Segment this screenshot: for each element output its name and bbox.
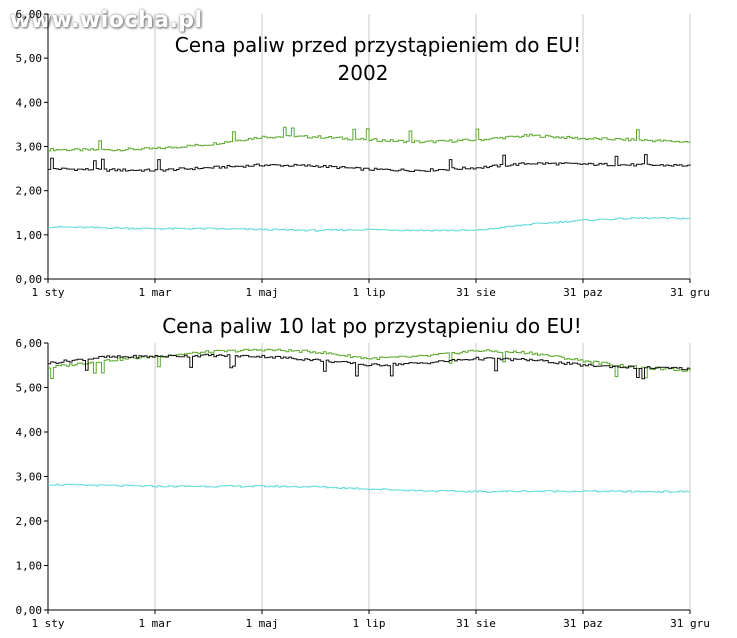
x-tick-label: 1 lip xyxy=(352,286,385,299)
series-line-green xyxy=(48,126,691,152)
y-tick-label: 4,00 xyxy=(16,96,43,109)
x-tick-label: 1 sty xyxy=(31,286,64,299)
y-tick-label: 2,00 xyxy=(16,515,43,528)
x-tick-label: 1 mar xyxy=(138,617,171,630)
chart-subtitle: 2002 xyxy=(338,61,389,85)
x-tick-label: 1 lip xyxy=(352,617,385,630)
y-tick-label: 3,00 xyxy=(16,141,43,154)
y-tick-label: 3,00 xyxy=(16,471,43,484)
y-tick-label: 6,00 xyxy=(16,8,43,21)
x-tick-label: 31 paz xyxy=(563,617,603,630)
y-tick-label: 1,00 xyxy=(16,229,43,242)
x-tick-label: 1 mar xyxy=(138,286,171,299)
y-tick-label: 5,00 xyxy=(16,382,43,395)
watermark-logo: www.wiocha.pl xyxy=(10,8,203,33)
y-tick-label: 1,00 xyxy=(16,560,43,573)
y-tick-label: 4,00 xyxy=(16,426,43,439)
x-tick-label: 1 maj xyxy=(245,617,278,630)
x-tick-label: 31 gru xyxy=(670,286,710,299)
x-tick-label: 1 maj xyxy=(245,286,278,299)
x-tick-label: 1 sty xyxy=(31,617,64,630)
x-tick-label: 31 paz xyxy=(563,286,603,299)
series-line-cyan xyxy=(48,217,691,232)
x-tick-label: 31 gru xyxy=(670,617,710,630)
y-tick-label: 6,00 xyxy=(16,337,43,350)
series-line-black xyxy=(48,154,691,172)
y-tick-label: 0,00 xyxy=(16,604,43,617)
x-tick-label: 31 sie xyxy=(456,286,496,299)
series-line-cyan xyxy=(48,483,691,493)
chart-title: Cena paliw przed przystąpieniem do EU! xyxy=(175,33,581,57)
y-tick-label: 5,00 xyxy=(16,52,43,65)
chart-title: Cena paliw 10 lat po przystąpieniu do EU… xyxy=(162,314,582,338)
series-line-black xyxy=(48,353,691,380)
y-tick-label: 0,00 xyxy=(16,273,43,286)
y-tick-label: 2,00 xyxy=(16,185,43,198)
x-tick-label: 31 sie xyxy=(456,617,496,630)
